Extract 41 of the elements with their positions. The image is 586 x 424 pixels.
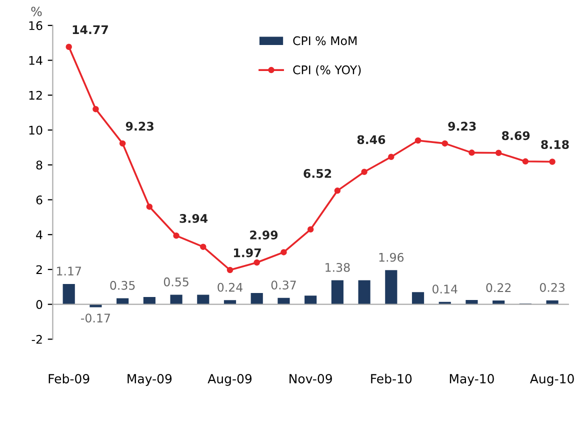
data-label: 1.38 [326,262,350,272]
data-label: 1.96 [379,252,404,262]
y-tick-label: 8 [36,160,42,170]
x-tick-label: May-10 [450,374,494,386]
data-label: -0.17 [81,314,110,323]
data-label: 2.99 [250,230,278,240]
data-label: 1.97 [234,248,261,258]
data-label: 6.52 [304,169,332,178]
data-label: 8.46 [357,135,386,144]
y-tick-label: 12 [29,90,42,100]
data-label: 1.17 [57,266,81,276]
data-label: 0.37 [271,280,296,290]
data-label: 0.14 [432,284,458,294]
data-label: 9.23 [448,122,476,131]
x-tick-label: May-09 [128,374,172,386]
y-axis-title: % [31,6,42,16]
y-tick-label: 10 [29,126,42,135]
x-tick-label: Feb-09 [48,374,90,384]
data-label: 0.22 [486,283,511,292]
x-tick-label: Nov-09 [290,374,332,384]
data-label: 14.77 [72,25,108,34]
data-label: 0.35 [110,280,135,290]
data-label: 0.23 [540,283,564,292]
y-tick-label: 6 [36,195,42,204]
legend-label: CPI (% YOY) [293,65,361,76]
data-label: 0.55 [164,277,188,286]
y-tick-label: 2 [36,265,42,274]
y-tick-label: 16 [29,21,42,30]
x-tick-label: Feb-10 [371,374,412,384]
data-label: 8.18 [541,140,569,150]
legend-label: CPI % MoM [293,36,357,46]
data-label: 0.24 [218,282,242,292]
data-label: 8.69 [502,131,530,140]
data-label: 9.23 [126,122,154,131]
y-tick-label: 4 [36,230,42,240]
data-label: 3.94 [180,214,208,223]
y-tick-label: -2 [32,334,42,344]
x-tick-label: Aug-10 [530,374,574,386]
y-tick-label: 14 [29,56,42,65]
y-tick-label: 0 [36,300,42,309]
x-tick-label: Aug-09 [208,374,252,386]
